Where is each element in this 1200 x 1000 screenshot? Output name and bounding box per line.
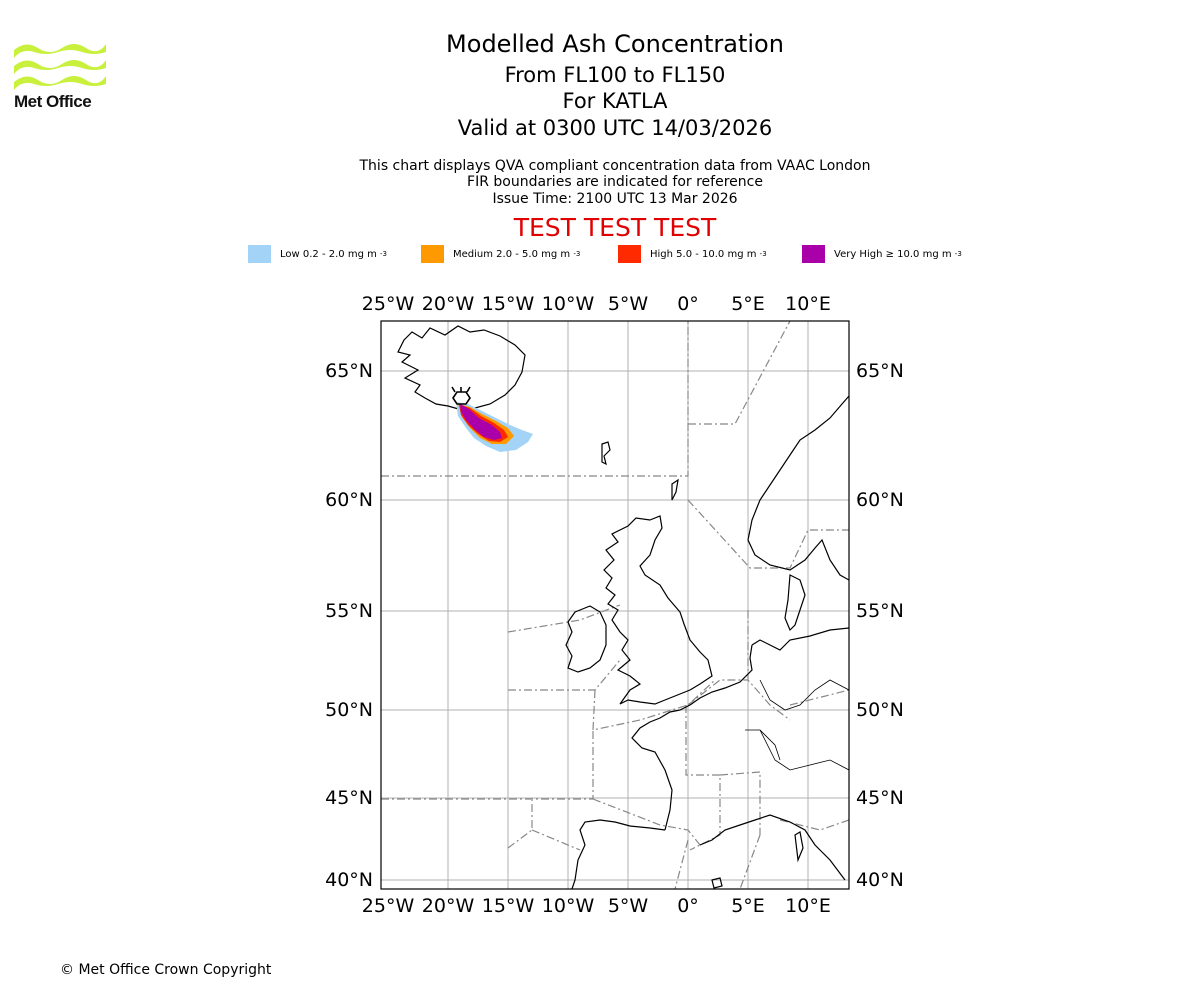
lon-tick: 15°W — [482, 895, 535, 917]
lat-tick: 50°N — [856, 699, 904, 721]
coastlines — [397, 325, 849, 889]
lon-tick: 15°W — [482, 293, 535, 315]
map-frame — [380, 320, 850, 890]
legend-very-high: Very High ≥ 10.0 mg m -3 — [802, 244, 962, 264]
fir-boundaries — [381, 321, 849, 889]
lon-tick: 0° — [677, 293, 699, 315]
copyright-notice: © Met Office Crown Copyright — [60, 962, 272, 978]
legend-low: Low 0.2 - 2.0 mg m -3 — [248, 244, 387, 264]
lon-tick: 5°E — [731, 293, 765, 315]
lat-tick: 65°N — [325, 360, 373, 382]
lon-tick: 5°W — [608, 293, 649, 315]
legend-medium-label: Medium 2.0 - 5.0 mg m — [453, 248, 571, 260]
lat-ticks-left: 65°N 60°N 55°N 50°N 45°N 40°N — [325, 360, 373, 891]
lat-tick: 55°N — [856, 600, 904, 622]
lon-tick: 5°W — [608, 895, 649, 917]
subtitle-fir: FIR boundaries are indicated for referen… — [467, 174, 763, 190]
ash-plume — [456, 402, 533, 452]
lat-tick: 60°N — [325, 489, 373, 511]
graticule — [381, 321, 849, 889]
met-office-logo-text: Met Office — [14, 92, 92, 111]
lat-tick: 45°N — [325, 787, 373, 809]
subtitle-qva: This chart displays QVA compliant concen… — [359, 158, 871, 174]
lat-tick: 50°N — [325, 699, 373, 721]
lat-tick: 60°N — [856, 489, 904, 511]
legend-medium-swatch — [421, 245, 444, 263]
lon-tick: 10°W — [542, 895, 595, 917]
lon-tick: 20°W — [422, 293, 475, 315]
test-banner: TEST TEST TEST — [513, 213, 717, 242]
legend-low-swatch — [248, 245, 271, 263]
issue-time: Issue Time: 2100 UTC 13 Mar 2026 — [492, 191, 738, 207]
lon-tick: 10°W — [542, 293, 595, 315]
lat-tick: 55°N — [325, 600, 373, 622]
met-office-logo-icon — [14, 44, 106, 90]
legend-high-label: High 5.0 - 10.0 mg m — [650, 248, 757, 260]
lon-tick: 20°W — [422, 895, 475, 917]
lat-ticks-right: 65°N 60°N 55°N 50°N 45°N 40°N — [856, 360, 904, 891]
lon-tick: 0° — [677, 895, 699, 917]
volcano-icon — [451, 386, 471, 405]
legend-very-high-swatch — [802, 245, 825, 263]
lon-tick: 25°W — [362, 293, 415, 315]
lon-tick: 5°E — [731, 895, 765, 917]
volcano-name: For KATLA — [562, 89, 668, 113]
lat-tick: 65°N — [856, 360, 904, 382]
lon-tick: 25°W — [362, 895, 415, 917]
chart-title: Modelled Ash Concentration — [446, 30, 784, 58]
lat-tick: 40°N — [325, 869, 373, 891]
valid-time: Valid at 0300 UTC 14/03/2026 — [457, 116, 773, 140]
lat-tick: 45°N — [856, 787, 904, 809]
legend-high-swatch — [618, 245, 641, 263]
lon-tick: 10°E — [785, 895, 831, 917]
legend-high: High 5.0 - 10.0 mg m -3 — [618, 244, 767, 264]
lon-tick: 10°E — [785, 293, 831, 315]
legend-very-high-label: Very High ≥ 10.0 mg m — [834, 248, 952, 260]
lon-ticks-bottom: 25°W 20°W 15°W 10°W 5°W 0° 5°E 10°E — [362, 895, 831, 917]
legend-medium: Medium 2.0 - 5.0 mg m -3 — [421, 244, 580, 264]
legend-low-label: Low 0.2 - 2.0 mg m — [280, 248, 377, 260]
flight-level-range: From FL100 to FL150 — [504, 63, 726, 87]
lon-ticks-top: 25°W 20°W 15°W 10°W 5°W 0° 5°E 10°E — [362, 293, 831, 315]
lat-tick: 40°N — [856, 869, 904, 891]
ash-very-high — [460, 404, 502, 440]
